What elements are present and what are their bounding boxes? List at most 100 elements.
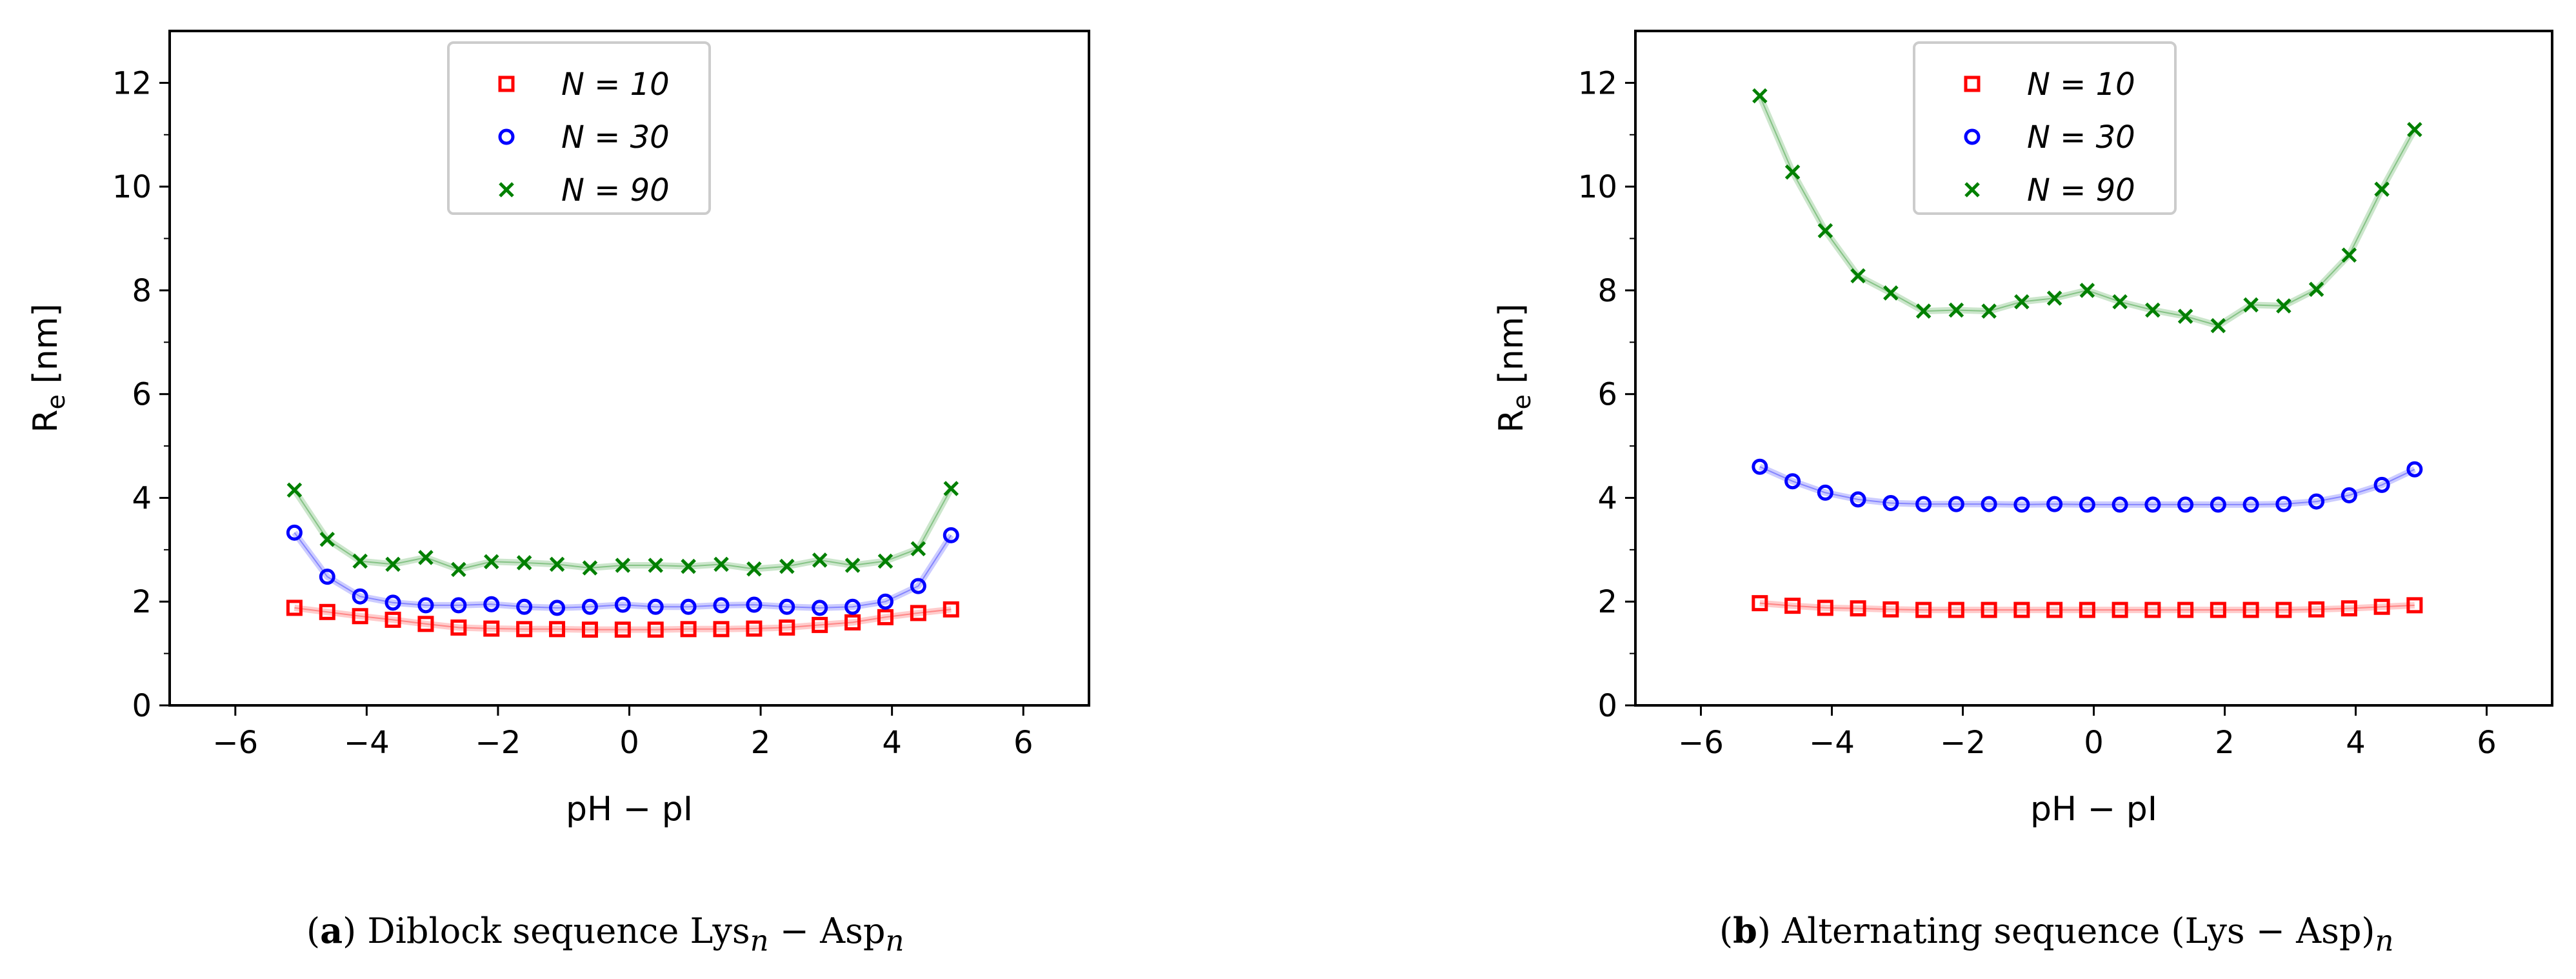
data-point [352, 608, 368, 625]
x-tick-label: −4 [344, 725, 390, 761]
y-axis-label-unit: [nm] [26, 303, 65, 394]
y-tick-label: 8 [132, 273, 152, 309]
data-point [319, 532, 335, 547]
series-line [294, 488, 952, 570]
x-tick-label: 4 [882, 725, 902, 761]
data-point [877, 593, 894, 610]
y-tick-label: 8 [1597, 273, 1617, 309]
data-point [2406, 461, 2423, 478]
data-point [516, 598, 533, 615]
data-point [352, 553, 368, 569]
y-tick-label: 0 [1597, 688, 1617, 724]
data-point [844, 598, 861, 615]
data-point [1752, 88, 1768, 104]
series-line [1759, 602, 2415, 611]
data-point [418, 550, 434, 565]
legend-marker-square [1964, 76, 1981, 92]
axes-frame [168, 30, 1090, 707]
data-point [581, 621, 598, 638]
y-axis-label-main: R [1492, 409, 1531, 432]
caption-a-sub1: n [750, 923, 769, 958]
series-b-2 [1752, 88, 2422, 334]
data-point [450, 597, 467, 614]
data-point [516, 621, 533, 638]
data-point [844, 614, 861, 631]
data-point [582, 560, 598, 576]
data-point [483, 554, 499, 570]
data-point [2112, 601, 2128, 618]
data-point [2013, 496, 2030, 513]
data-point [910, 605, 926, 621]
caption-a-sub2: n [885, 923, 904, 958]
y-axis-label: Re [nm] [26, 303, 70, 432]
data-point [2373, 476, 2390, 493]
y-tick-label: 10 [112, 169, 152, 205]
data-point [746, 561, 762, 577]
data-point [1817, 484, 1833, 501]
data-point [614, 621, 631, 638]
series-band [292, 530, 954, 611]
data-point [1850, 491, 1866, 508]
legend-marker-x [499, 182, 514, 197]
data-point [2079, 283, 2095, 298]
x-tick-label: −2 [1940, 725, 1986, 761]
data-point [1981, 303, 1997, 319]
x-tick-label: −2 [475, 725, 521, 761]
data-point [384, 594, 401, 611]
data-point [2407, 121, 2422, 137]
data-point [352, 588, 368, 605]
caption-a-mid: − Asp [768, 911, 886, 951]
legend-marker-circle [1964, 128, 1981, 145]
series-line [294, 607, 952, 631]
x-tick-label: 6 [2477, 725, 2497, 761]
data-point [713, 621, 730, 638]
legend-label: N = 90 [561, 172, 670, 208]
data-point [2276, 298, 2291, 314]
data-point [2341, 487, 2357, 503]
data-point [2210, 318, 2226, 334]
data-point [1784, 164, 1801, 180]
x-axis-label: pH − pI [566, 790, 693, 829]
data-point [647, 621, 664, 638]
data-point [2014, 294, 2030, 310]
data-point [779, 558, 795, 574]
data-point [2242, 601, 2259, 618]
caption-a-letter: a [320, 910, 343, 951]
data-point [746, 596, 763, 613]
data-point [1882, 601, 1899, 618]
series-a-1 [286, 524, 959, 616]
data-point [910, 578, 926, 594]
series-a-2 [286, 481, 959, 578]
data-point [1817, 223, 1833, 239]
data-point [614, 596, 631, 613]
series-band [1758, 463, 2416, 508]
data-point [385, 556, 401, 572]
caption-b-letter: b [1733, 910, 1757, 951]
x-tick-label: −6 [1678, 725, 1724, 761]
data-point [2275, 601, 2292, 618]
data-point [910, 541, 926, 557]
y-tick-label: 12 [112, 65, 152, 101]
data-point [2275, 496, 2292, 512]
data-point [417, 616, 434, 632]
data-point [1752, 595, 1768, 612]
data-point [877, 553, 894, 569]
data-point [2210, 496, 2226, 513]
data-point [1915, 496, 1932, 512]
data-point [746, 620, 763, 637]
data-point [2144, 496, 2161, 513]
data-point [450, 619, 467, 636]
data-point [2177, 601, 2194, 618]
data-point [2374, 181, 2390, 197]
data-point [2112, 294, 2128, 310]
x-axis-label: pH − pI [2030, 790, 2157, 829]
data-point [680, 621, 697, 638]
caption-panel-a: (a) Diblock sequence Lysn − Aspn [306, 910, 904, 958]
caption-a-text: Diblock sequence Lys [367, 911, 750, 951]
data-point [812, 552, 828, 568]
data-point [779, 598, 795, 615]
data-point [779, 619, 795, 636]
caption-b-text: Alternating sequence (Lys − Asp) [1782, 911, 2375, 951]
data-point [483, 620, 500, 637]
